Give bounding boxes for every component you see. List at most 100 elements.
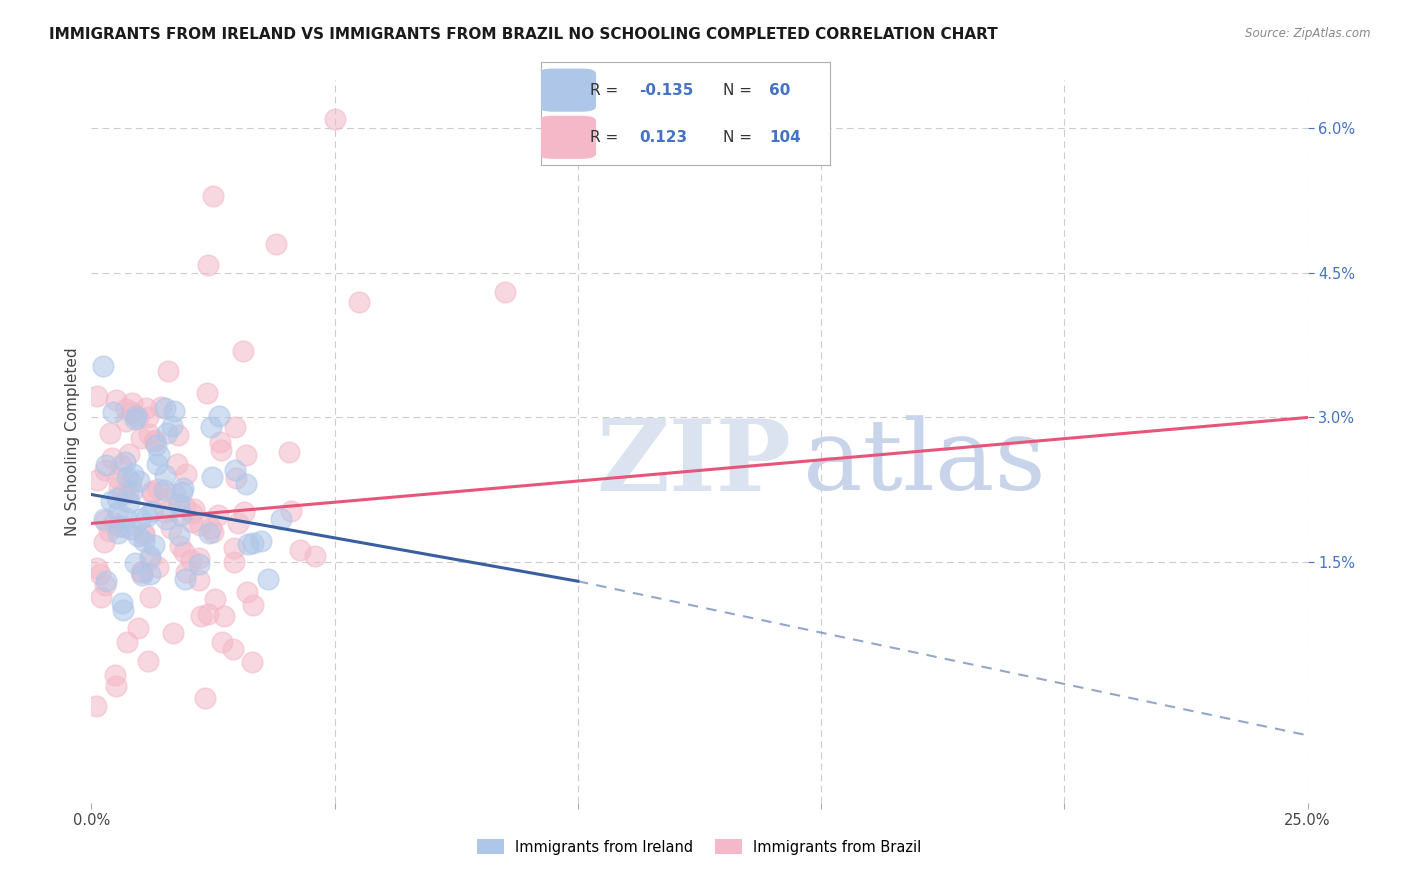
Point: [138, 566, 160, 581]
Point: [180, 506, 202, 520]
Point: [93, 535, 115, 549]
Point: [224, 555, 246, 569]
Point: [149, 400, 172, 414]
Point: [264, 237, 287, 252]
Point: [114, 455, 136, 469]
Point: [138, 426, 160, 441]
Point: [129, 431, 152, 445]
Point: [162, 625, 184, 640]
Point: [148, 448, 170, 462]
Point: [145, 438, 167, 452]
Point: [118, 447, 141, 461]
Point: [139, 590, 162, 604]
Point: [94, 574, 117, 588]
Text: N =: N =: [723, 83, 752, 97]
Point: [121, 484, 143, 499]
Point: [143, 433, 166, 447]
Point: [134, 534, 156, 549]
Point: [200, 521, 222, 535]
Point: [120, 522, 142, 536]
Point: [211, 635, 233, 649]
Point: [121, 467, 143, 481]
Point: [183, 502, 205, 516]
Point: [129, 566, 152, 580]
Point: [190, 608, 212, 623]
Point: [90, 591, 112, 605]
Text: N =: N =: [723, 130, 752, 145]
Point: [278, 444, 301, 458]
Point: [107, 526, 129, 541]
Point: [194, 690, 217, 705]
Point: [157, 364, 180, 378]
Point: [124, 556, 146, 570]
Point: [167, 427, 190, 442]
Point: [136, 409, 159, 424]
Text: R =: R =: [591, 83, 619, 97]
Point: [128, 475, 150, 489]
Point: [120, 475, 142, 489]
Point: [173, 545, 195, 559]
Point: [86, 473, 108, 487]
Point: [208, 409, 231, 424]
Point: [238, 537, 260, 551]
Point: [174, 500, 197, 514]
Point: [98, 425, 121, 440]
Point: [104, 667, 127, 681]
Point: [209, 442, 232, 457]
Point: [100, 494, 122, 508]
Text: atlas: atlas: [803, 416, 1046, 511]
Point: [146, 457, 169, 471]
Point: [156, 491, 179, 505]
Point: [105, 393, 128, 408]
Point: [174, 565, 197, 579]
Point: [112, 520, 135, 534]
Point: [101, 450, 124, 465]
Point: [111, 596, 134, 610]
Point: [111, 603, 134, 617]
Text: -0.135: -0.135: [640, 83, 693, 97]
Point: [257, 573, 280, 587]
Point: [155, 401, 177, 416]
Point: [134, 526, 156, 541]
Point: [107, 471, 129, 485]
Point: [165, 487, 187, 501]
Point: [169, 539, 191, 553]
Point: [159, 521, 181, 535]
Point: [235, 477, 257, 491]
Point: [201, 470, 224, 484]
Point: [136, 508, 159, 523]
Point: [104, 679, 127, 693]
Point: [131, 565, 153, 579]
Point: [93, 463, 115, 477]
Point: [494, 285, 516, 300]
Point: [127, 529, 149, 543]
Point: [141, 486, 163, 500]
Point: [173, 573, 195, 587]
Point: [141, 484, 163, 499]
Point: [155, 425, 177, 440]
Point: [169, 497, 191, 511]
Point: [91, 359, 114, 373]
Point: [228, 516, 250, 531]
Point: [96, 458, 118, 473]
Point: [170, 508, 193, 522]
Point: [197, 258, 219, 272]
Point: [107, 504, 129, 518]
Point: [134, 401, 156, 415]
Point: [103, 516, 125, 530]
Point: [207, 508, 229, 522]
Point: [132, 528, 155, 542]
Point: [121, 396, 143, 410]
Point: [155, 505, 177, 519]
Point: [124, 412, 146, 426]
Point: [201, 525, 224, 540]
Point: [139, 552, 162, 566]
Point: [115, 470, 138, 484]
Point: [212, 608, 235, 623]
Point: [93, 512, 115, 526]
FancyBboxPatch shape: [538, 69, 596, 112]
Point: [114, 401, 136, 416]
Point: [86, 389, 108, 403]
Point: [146, 560, 169, 574]
Point: [141, 504, 163, 518]
